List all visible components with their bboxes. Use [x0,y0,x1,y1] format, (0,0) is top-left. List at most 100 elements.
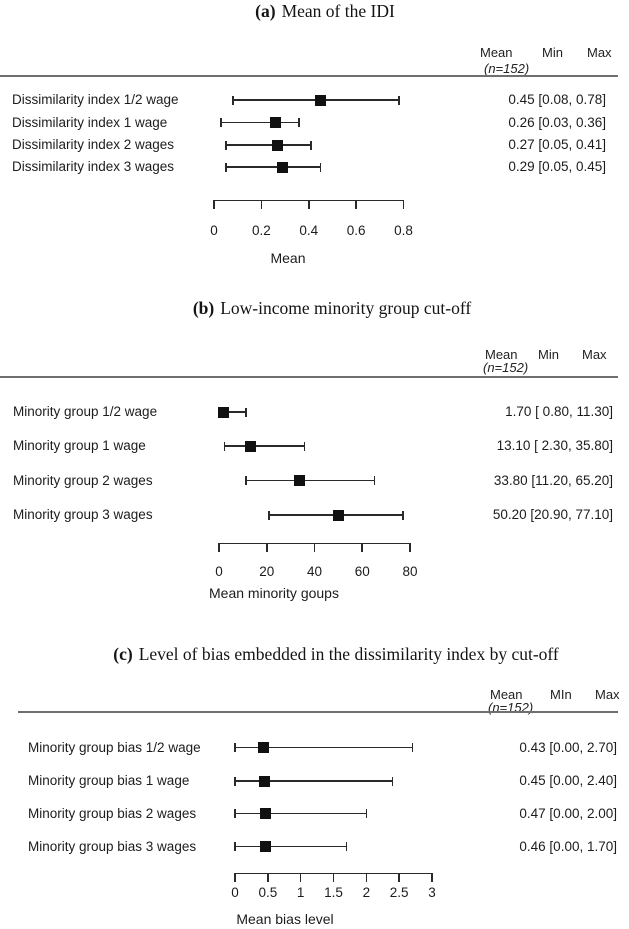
x-axis-tick [234,872,236,882]
x-tick-label: 3 [428,885,436,900]
mean-marker [259,841,271,852]
stat-value: 50.20 [20.90, 77.10] [492,507,613,522]
whisker-cap-max [411,743,414,752]
panel-a-col-n: (n=152) [484,61,530,76]
panel-a-header-rule [0,75,618,77]
x-axis-tick [398,872,400,882]
stat-value: 0.45 [0.08, 0.78] [508,92,606,107]
panel-c-title: (c) Level of bias embedded in the dissimi… [36,644,629,665]
panel-a-title-text: Mean of the IDI [281,1,395,21]
x-axis-tick [299,872,302,882]
whisker-cap-min [225,140,227,150]
panel-c-col-mean: Mean [490,687,523,702]
x-axis-tick [267,872,269,882]
whisker-cap-max [397,95,400,105]
row-label: Minority group bias 3 wages [28,838,197,854]
whisker-line [225,144,312,146]
mean-marker [244,440,256,452]
panel-a-col-max: Max [587,45,612,60]
stat-value: 0.45 [0.00, 2.40] [519,773,617,788]
x-tick-label: 60 [354,564,370,579]
whisker-line [235,812,367,815]
row-label: Dissimilarity index 1 wage [12,114,168,130]
stat-value: 0.29 [0.05, 0.45] [508,159,606,174]
stat-value: 0.27 [0.05, 0.41] [508,137,606,152]
panel-a-title: (a) Mean of the IDI [25,1,625,22]
panel-c-col-max: Max [595,687,620,702]
panel-b-title: (b) Low-income minority group cut-off [32,298,629,319]
whisker-cap-max [319,162,322,172]
stat-value: 1.70 [ 0.80, 11.30] [505,404,613,419]
whisker-line [224,445,305,447]
x-tick-label: 0.4 [299,223,319,238]
x-axis-tick [355,199,357,209]
x-tick-label: 0 [210,223,218,238]
x-tick-label: 20 [259,564,275,579]
mean-marker [260,808,272,819]
whisker-line [221,121,300,124]
whisker-cap-max [365,809,368,818]
panel-b-title-text: Low-income minority group cut-off [220,298,472,318]
panel-b-col-mean: Mean [485,347,518,362]
whisker-cap-max [373,476,376,485]
stat-value: 0.46 [0.00, 1.70] [519,838,617,854]
whisker-cap-min [234,776,236,786]
mean-marker [294,475,306,486]
x-tick-label: 0.5 [258,885,278,900]
x-axis-tick [213,199,215,209]
panel-b-letter: (b) [192,298,215,318]
x-tick-label: 2.5 [389,885,409,900]
row-label: Minority group 1/2 wage [13,404,158,419]
row-label: Minority group 2 wages [13,472,153,488]
x-tick-label: 2 [362,885,371,900]
stat-value: 13.10 [ 2.30, 35.80] [496,438,613,453]
panel-b-col-min: Min [538,347,559,362]
whisker-cap-min [225,162,227,172]
x-tick-label: 0.6 [346,223,366,238]
whisker-cap-max [391,776,394,786]
whisker-cap-min [234,743,236,752]
whisker-cap-min [268,510,270,520]
stat-value: 33.80 [11.20, 65.20] [493,472,613,488]
whisker-cap-max [402,510,404,520]
x-axis-tick [332,872,335,882]
row-label: Minority group bias 1/2 wage [28,739,201,755]
row-label: Minority group 3 wages [13,507,153,522]
panel-b-col-max: Max [582,347,607,362]
whisker-cap-max [310,140,312,150]
whisker-line [235,780,393,782]
panel-b-col-n: (n=152) [483,360,529,375]
x-tick-label: 1.5 [324,885,343,900]
mean-marker [272,139,284,151]
mean-marker [259,775,271,787]
panel-c-title-text: Level of bias embedded in the dissimilar… [138,644,559,664]
whisker-cap-max [303,441,306,451]
x-axis-tick [260,199,263,209]
row-label: Dissimilarity index 2 wages [12,137,175,152]
mean-marker [277,161,289,173]
stat-value: 0.47 [0.00, 2.00] [519,805,617,821]
x-tick-label: 0.2 [251,223,271,238]
mean-marker [333,509,345,521]
panel-c-col-min: MIn [550,687,572,702]
whisker-cap-max [298,118,301,127]
x-axis-title: Mean bias level [236,911,334,927]
x-axis-tick [409,542,411,552]
panel-a-col-mean: Mean [480,45,513,60]
x-tick-label: 80 [402,564,418,579]
whisker-cap-min [234,809,236,818]
stat-value: 0.43 [0.00, 2.70] [519,739,617,755]
whisker-line [225,166,321,168]
x-axis-tick [265,542,268,552]
row-label: Minority group 1 wage [13,438,146,453]
whisker-cap-max [245,407,247,417]
x-axis-title: Mean [270,250,306,266]
whisker-cap-min [232,95,234,105]
x-axis-tick [431,872,433,882]
x-axis-tick [307,199,310,209]
whisker-cap-min [244,476,247,485]
x-axis-tick [402,199,405,209]
x-axis-tick [218,542,220,552]
whisker-line [245,479,375,482]
